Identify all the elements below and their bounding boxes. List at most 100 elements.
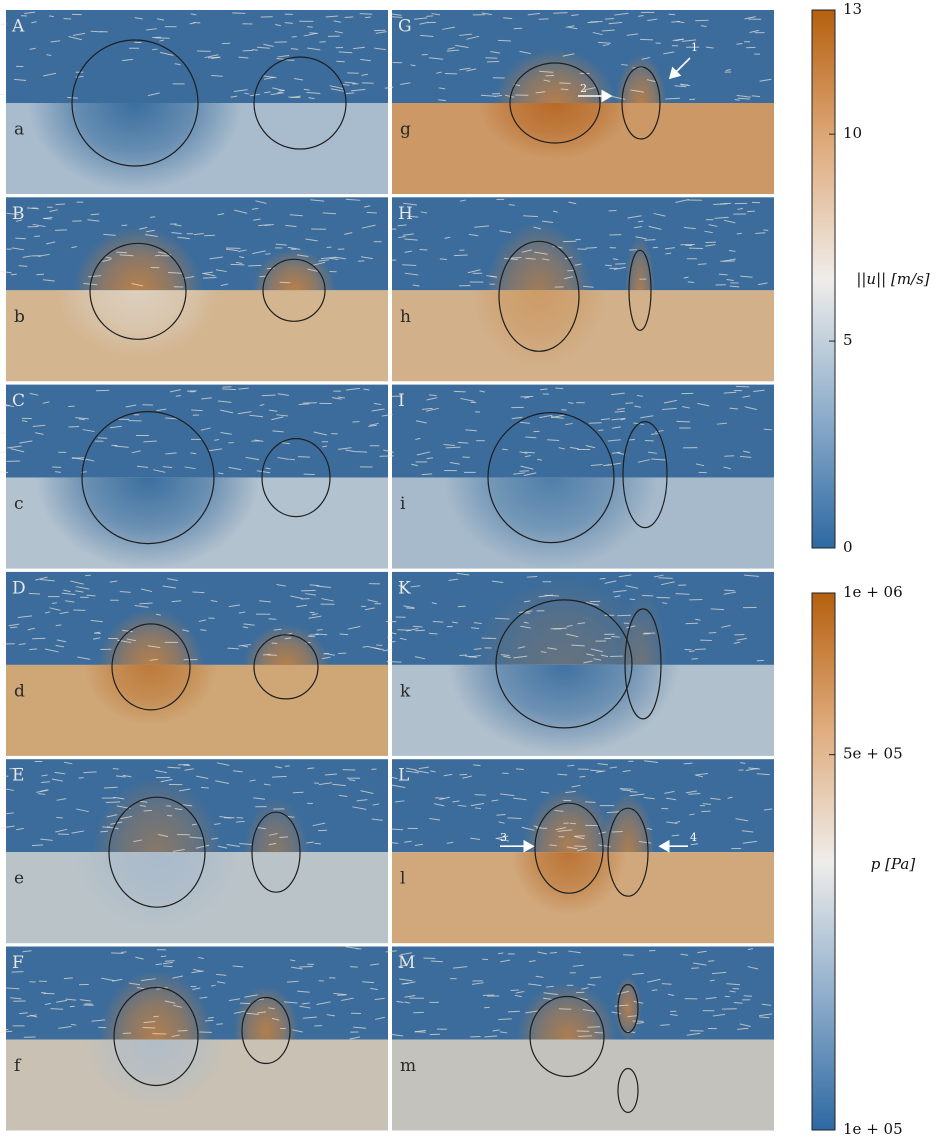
flow-streak — [178, 1030, 188, 1031]
flow-streak — [514, 28, 523, 29]
flow-streak — [589, 423, 602, 424]
panel-label: e — [14, 869, 24, 889]
flow-streak — [123, 1033, 131, 1034]
flow-streak — [36, 274, 44, 275]
flow-streak — [267, 655, 277, 656]
panel: Aa — [0, 10, 388, 194]
flow-streak — [34, 236, 40, 237]
flow-streak — [299, 404, 310, 405]
flow-streak — [356, 452, 366, 453]
flow-streak — [272, 643, 278, 644]
flow-streak — [346, 93, 355, 94]
flow-streak — [615, 264, 625, 265]
flow-streak — [52, 603, 57, 604]
flow-streak — [736, 386, 749, 387]
flow-streak — [15, 238, 26, 239]
flow-streak — [211, 76, 223, 77]
flow-streak — [292, 37, 297, 38]
flow-streak — [72, 458, 85, 459]
flow-streak — [420, 249, 428, 250]
flow-streak — [102, 827, 110, 828]
flow-streak — [0, 94, 6, 95]
panel: Mm — [386, 947, 774, 1131]
flow-streak — [203, 278, 216, 279]
flow-streak — [91, 214, 100, 215]
flow-streak — [201, 787, 209, 788]
flow-streak — [688, 793, 700, 794]
flow-streak — [87, 595, 96, 596]
colorbar-title: p [Pa] — [871, 855, 916, 873]
flow-streak — [559, 83, 570, 84]
flow-streak — [191, 410, 202, 411]
flow-streak — [688, 282, 694, 283]
panel-label: g — [400, 120, 411, 140]
panel: Ll — [389, 759, 774, 943]
flow-streak — [510, 257, 521, 258]
flow-streak — [406, 608, 414, 609]
panel-label: m — [400, 1056, 416, 1076]
panel: Kk — [383, 572, 774, 756]
flow-streak — [435, 798, 444, 799]
flow-streak — [605, 265, 612, 266]
flow-streak — [671, 21, 680, 22]
flow-streak — [660, 1025, 670, 1026]
panel-label: M — [398, 953, 415, 973]
flow-streak — [620, 789, 634, 790]
panel: Hh — [390, 197, 774, 381]
colorbar-tick-label: 5 — [843, 331, 853, 349]
flow-streak — [454, 255, 468, 256]
flow-streak — [307, 27, 313, 28]
flow-streak — [314, 843, 320, 844]
panel-label: L — [398, 766, 409, 786]
panel: Dd — [2, 572, 388, 756]
colorbar-tick-label: 10 — [843, 124, 862, 142]
flow-region — [6, 385, 388, 478]
flow-streak — [279, 837, 287, 838]
flow-streak — [540, 389, 547, 390]
flow-streak — [0, 452, 6, 453]
flow-streak — [0, 24, 7, 26]
flow-streak — [580, 776, 586, 777]
panel-label: D — [12, 578, 26, 598]
flow-streak — [550, 952, 557, 953]
flow-streak — [308, 636, 315, 637]
flow-streak — [232, 13, 245, 14]
flow-streak — [498, 1019, 511, 1020]
flow-streak — [587, 1027, 600, 1028]
flow-streak — [676, 594, 690, 595]
flow-streak — [555, 388, 563, 389]
panel: Ff — [0, 947, 388, 1131]
colorbar-tick-label: 13 — [843, 0, 862, 18]
flow-streak — [498, 40, 511, 41]
flow-region — [392, 385, 774, 478]
flow-streak — [440, 259, 447, 260]
panel-label: F — [12, 953, 24, 973]
flow-streak — [38, 794, 45, 795]
flow-streak — [248, 265, 261, 266]
panel-label: k — [400, 681, 411, 701]
panel-label: d — [14, 681, 25, 701]
flow-streak — [665, 98, 680, 99]
colorbar — [812, 593, 835, 1130]
panel: Ii — [380, 385, 774, 569]
flow-streak — [68, 427, 79, 428]
flow-streak — [536, 828, 547, 829]
flow-streak — [280, 282, 291, 283]
flow-streak — [262, 395, 276, 396]
flow-streak — [155, 255, 160, 256]
flow-streak — [553, 13, 567, 14]
flow-streak — [546, 75, 555, 76]
panel: Bb — [0, 197, 388, 381]
flow-streak — [289, 459, 295, 460]
flow-streak — [662, 984, 672, 985]
flow-streak — [365, 17, 371, 18]
annotation-label: 3 — [500, 831, 507, 844]
flow-streak — [659, 578, 673, 579]
flow-streak — [471, 628, 479, 629]
flow-streak — [183, 765, 190, 766]
flow-streak — [63, 18, 71, 19]
panel-label: C — [12, 391, 25, 411]
flow-streak — [507, 818, 521, 819]
flow-streak — [310, 612, 315, 613]
panel-label: i — [400, 494, 406, 514]
